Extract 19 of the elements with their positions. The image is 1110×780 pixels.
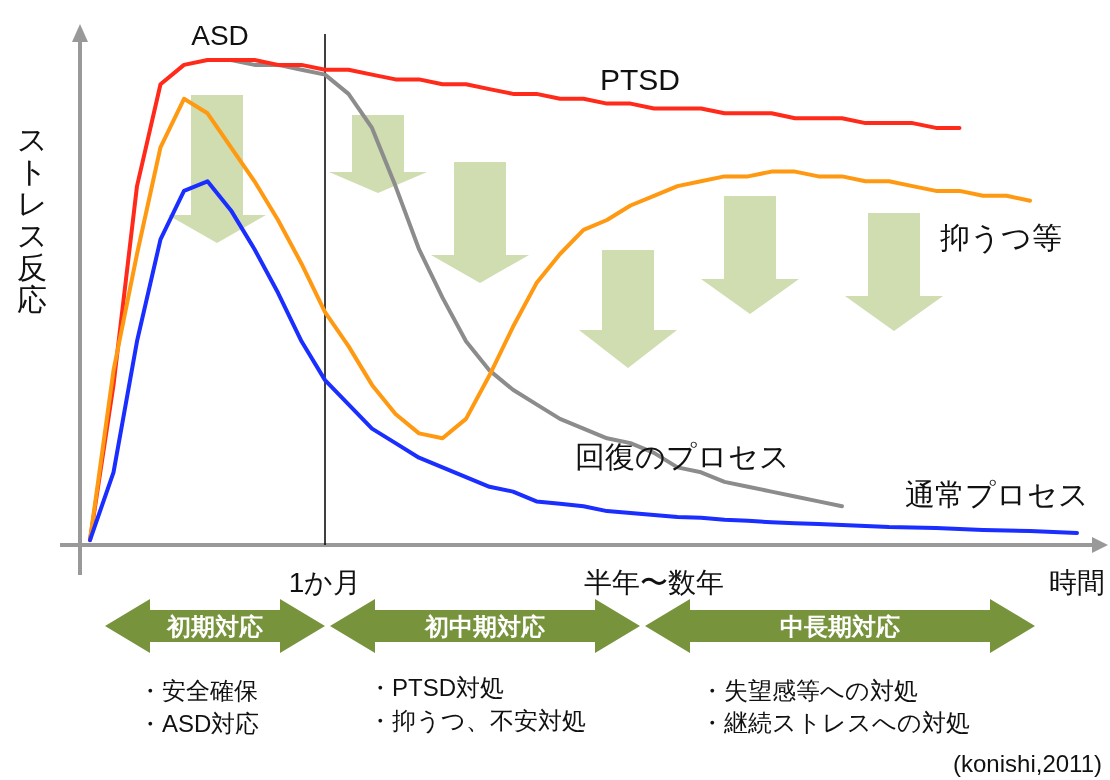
text: 中長期対応 (780, 613, 900, 640)
x-tick-label: 1か月 (288, 567, 362, 598)
text: ASD (191, 20, 249, 51)
y-axis-title: ストレス反応 (16, 123, 48, 316)
x-tick-label: 半年〜数年 (584, 567, 724, 598)
series-label: PTSD (600, 63, 681, 96)
x-tick-label: 時間 (1049, 567, 1105, 598)
text: ・抑うつ、不安対処 (368, 707, 586, 734)
text: (konishi,2011) (953, 750, 1102, 777)
series-label: 抑うつ等 (940, 221, 1062, 254)
text: 初期対応 (166, 613, 263, 640)
text: 初中期対応 (424, 613, 545, 640)
series-label: 回復のプロセス (575, 440, 790, 473)
text: ・ASD対応 (138, 710, 260, 737)
text: ・継続ストレスへの対処 (700, 709, 970, 736)
series-label: 通常プロセス (905, 478, 1089, 511)
text: ・PTSD対処 (368, 674, 505, 701)
text: ・安全確保 (138, 677, 258, 704)
text: ・失望感等への対処 (700, 677, 918, 704)
